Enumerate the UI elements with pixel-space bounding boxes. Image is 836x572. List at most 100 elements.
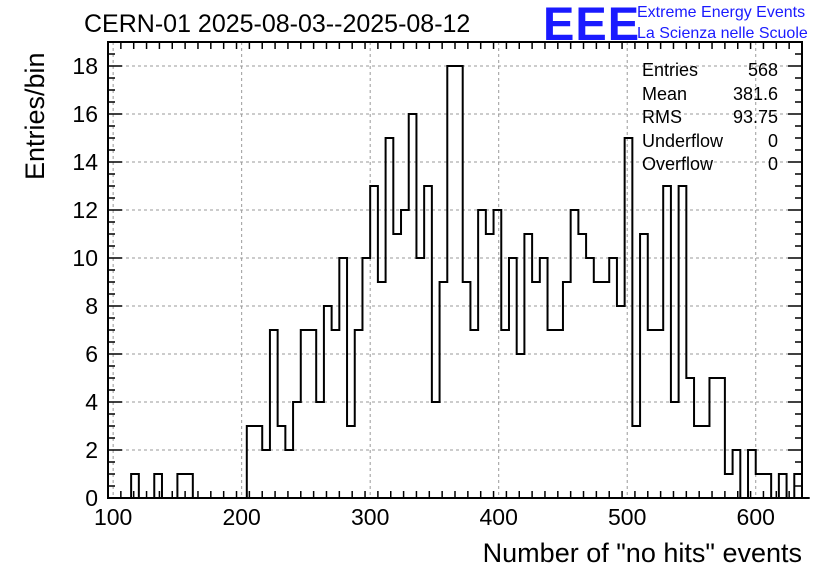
- histogram-bin: [763, 474, 771, 498]
- stat-label: Underflow: [642, 130, 724, 151]
- x-tick-label: 400: [480, 504, 518, 530]
- histogram-bin: [501, 330, 509, 498]
- histogram-bin: [540, 258, 548, 498]
- histogram-bin: [509, 258, 517, 498]
- histogram-bin: [563, 282, 571, 498]
- eee-logo-text: Extreme Energy Events La Scienza nelle S…: [637, 2, 808, 44]
- histogram-bin: [756, 474, 764, 498]
- stats-box: Entries 568 Mean 381.6 RMS 93.75 Underfl…: [642, 60, 778, 178]
- histogram-bin: [386, 138, 394, 498]
- histogram-bin: [154, 474, 162, 498]
- histogram-bin: [308, 330, 316, 498]
- histogram-bin: [717, 378, 725, 498]
- stat-row-overflow: Overflow 0: [642, 154, 778, 178]
- histogram-bin: [640, 234, 648, 498]
- histogram-bin: [455, 66, 463, 498]
- stat-row-underflow: Underflow 0: [642, 131, 778, 155]
- histogram-bin: [648, 330, 656, 498]
- histogram-bin: [748, 450, 756, 498]
- y-tick-label: 8: [85, 293, 98, 319]
- histogram-bin: [663, 186, 671, 498]
- x-tick-label: 300: [351, 504, 389, 530]
- histogram-bin: [370, 186, 378, 498]
- stat-row-entries: Entries 568: [642, 60, 778, 84]
- y-tick-label: 4: [85, 389, 98, 415]
- histogram-bin: [632, 426, 640, 498]
- histogram-bin: [725, 474, 733, 498]
- histogram-bin: [532, 282, 540, 498]
- histogram-bin: [362, 258, 370, 498]
- histogram-bin: [617, 306, 625, 498]
- histogram-bin: [517, 354, 525, 498]
- logo-line-2: La Scienza nelle Scuole: [637, 25, 808, 42]
- histogram-bin: [424, 186, 432, 498]
- histogram-bin: [278, 426, 286, 498]
- histogram-bin: [463, 282, 471, 498]
- y-tick-label: 14: [72, 149, 98, 175]
- histogram-bin: [671, 402, 679, 498]
- y-tick-label: 18: [72, 53, 98, 79]
- histogram-bin: [332, 330, 340, 498]
- histogram-bin: [694, 426, 702, 498]
- histogram-bin: [432, 402, 440, 498]
- y-axis-label: Entries/bin: [20, 52, 50, 180]
- histogram-bin: [548, 330, 556, 498]
- stat-value: 0: [767, 130, 778, 151]
- histogram-bin: [401, 210, 409, 498]
- histogram-bin: [409, 114, 417, 498]
- histogram-bin: [347, 426, 355, 498]
- histogram-bin: [355, 330, 363, 498]
- histogram-bin: [255, 426, 263, 498]
- histogram-bin: [316, 402, 324, 498]
- histogram-bin: [378, 282, 386, 498]
- histogram-bin: [185, 474, 193, 498]
- histogram-bin: [594, 282, 602, 498]
- x-tick-label: 600: [737, 504, 775, 530]
- stat-label: Mean: [642, 83, 688, 104]
- stat-label: Overflow: [642, 154, 714, 174]
- y-tick-label: 10: [72, 245, 98, 271]
- stat-label: RMS: [642, 107, 682, 127]
- y-tick-label: 12: [72, 197, 98, 223]
- x-axis-label: Number of "no hits" events: [482, 538, 802, 568]
- histogram-bin: [578, 234, 586, 498]
- histogram-bin: [733, 450, 741, 498]
- stat-row-mean: Mean 381.6: [642, 84, 778, 108]
- y-tick-label: 0: [85, 485, 98, 511]
- histogram-bin: [702, 426, 710, 498]
- histogram-series: [108, 65, 810, 499]
- histogram-bin: [794, 474, 802, 498]
- x-tick-label: 200: [222, 504, 260, 530]
- histogram-bin: [293, 402, 301, 498]
- histogram-bin: [440, 282, 448, 498]
- histogram-bin: [486, 234, 494, 498]
- histogram-bin: [447, 66, 455, 498]
- stat-label: Entries: [642, 60, 699, 80]
- stat-value: 0: [767, 154, 778, 174]
- histogram-bin: [247, 426, 255, 498]
- stat-value: 381.6: [732, 83, 778, 104]
- chart-title: CERN-01 2025-08-03--2025-08-12: [84, 10, 471, 38]
- stat-row-rms: RMS 93.75: [642, 107, 778, 131]
- histogram-bin: [571, 210, 579, 498]
- histogram-bin: [478, 210, 486, 498]
- histogram-bin: [494, 210, 502, 498]
- histogram-bin: [285, 450, 293, 498]
- histogram-bin: [470, 330, 478, 498]
- histogram-bin: [625, 138, 633, 498]
- histogram-bin: [555, 330, 563, 498]
- histogram-bin: [609, 258, 617, 498]
- x-tick-label: 100: [94, 504, 132, 530]
- histogram-bin: [686, 378, 694, 498]
- y-tick-label: 16: [72, 101, 98, 127]
- histogram-bin: [524, 234, 532, 498]
- y-tick-label: 2: [85, 437, 98, 463]
- histogram-bin: [709, 378, 717, 498]
- y-tick-label: 6: [85, 341, 98, 367]
- x-tick-label: 500: [608, 504, 646, 530]
- histogram-bin: [177, 474, 185, 498]
- histogram-bin: [301, 330, 309, 498]
- histogram-bin: [655, 330, 663, 498]
- histogram-bin: [262, 450, 270, 498]
